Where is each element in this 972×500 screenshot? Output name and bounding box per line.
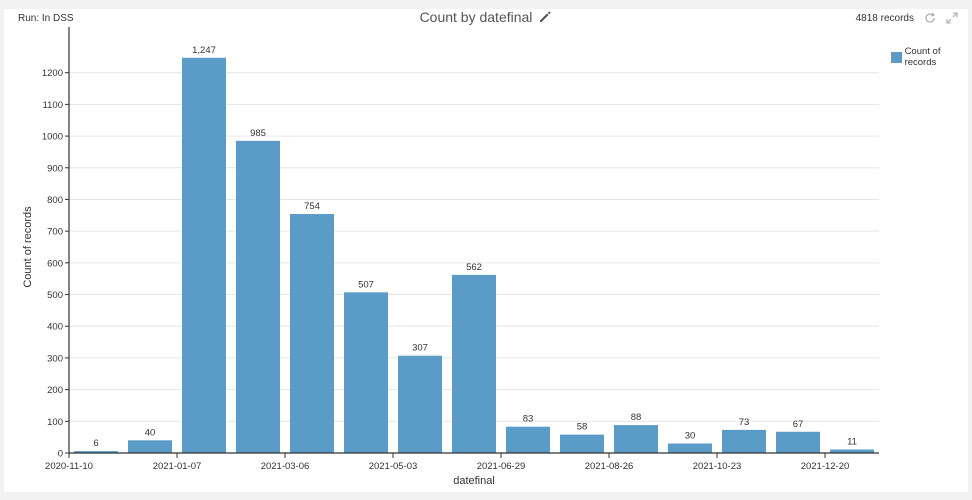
- bar[interactable]: [344, 292, 388, 453]
- bar[interactable]: [722, 429, 766, 453]
- refresh-icon[interactable]: [924, 12, 936, 24]
- records-count: 4818 records: [855, 12, 914, 24]
- x-tick-label: 2021-03-06: [261, 461, 310, 472]
- x-tick-label: 2021-06-29: [477, 461, 526, 472]
- y-tick-label: 0: [58, 449, 63, 460]
- bar-value-label: 67: [793, 419, 804, 430]
- bar[interactable]: [830, 449, 874, 453]
- bar[interactable]: [452, 274, 496, 453]
- pencil-icon[interactable]: [538, 10, 552, 24]
- bar-value-label: 73: [739, 417, 750, 428]
- y-tick-label: 200: [47, 385, 63, 396]
- bar[interactable]: [290, 214, 334, 453]
- expand-icon[interactable]: [946, 12, 958, 24]
- x-tick-label: 2021-08-26: [585, 461, 634, 472]
- y-tick-label: 600: [47, 258, 63, 269]
- bar[interactable]: [182, 57, 226, 453]
- y-tick-label: 300: [47, 353, 63, 364]
- bar[interactable]: [128, 440, 172, 453]
- y-tick-label: 1100: [43, 100, 63, 111]
- bar-value-label: 985: [250, 128, 266, 139]
- bar[interactable]: [614, 425, 658, 453]
- legend[interactable]: Count of records: [891, 46, 972, 68]
- y-tick-label: 400: [47, 322, 63, 333]
- x-tick-label: 2021-01-07: [153, 461, 202, 472]
- y-axis-title: Count of records: [22, 206, 34, 288]
- bar[interactable]: [236, 140, 280, 454]
- bar[interactable]: [776, 431, 820, 453]
- chart-title: Count by datefinal: [419, 9, 533, 25]
- bar-value-label: 58: [577, 422, 588, 433]
- bar-value-label: 40: [145, 427, 156, 438]
- y-tick-label: 1000: [42, 132, 63, 143]
- legend-swatch: [891, 51, 902, 63]
- records-bar: 4818 records: [856, 12, 958, 24]
- bar-value-label: 307: [412, 343, 428, 354]
- x-axis-title: datefinal: [453, 475, 495, 487]
- run-label: Run: In DSS: [18, 13, 74, 24]
- bar[interactable]: [668, 443, 712, 453]
- y-tick-label: 800: [47, 195, 63, 206]
- x-tick-label: 2021-12-20: [801, 461, 850, 472]
- bar-value-label: 562: [466, 262, 482, 273]
- bar[interactable]: [506, 426, 550, 453]
- bar-value-label: 88: [631, 412, 642, 423]
- chart-title-container: Count by datefinal: [0, 9, 972, 25]
- x-tick-label: 2020-11-10: [45, 461, 93, 472]
- y-tick-label: 1200: [42, 68, 63, 79]
- bar[interactable]: [74, 451, 118, 453]
- y-tick-label: 900: [47, 163, 63, 174]
- y-tick-label: 700: [47, 227, 63, 238]
- bar-value-label: 6: [93, 438, 98, 449]
- bar-value-label: 30: [685, 430, 696, 441]
- x-tick-label: 2021-10-23: [693, 461, 742, 472]
- bar-value-label: 11: [847, 437, 857, 448]
- bar[interactable]: [560, 434, 604, 453]
- x-tick-label: 2021-05-03: [369, 461, 418, 472]
- bar-value-label: 83: [523, 414, 534, 425]
- bar[interactable]: [398, 355, 442, 453]
- bar-value-label: 754: [304, 201, 320, 212]
- legend-label: Count of records: [904, 46, 941, 68]
- bar-value-label: 507: [358, 279, 374, 290]
- y-tick-label: 100: [47, 417, 63, 428]
- y-tick-label: 500: [47, 290, 63, 301]
- bar-value-label: 1,247: [192, 45, 216, 56]
